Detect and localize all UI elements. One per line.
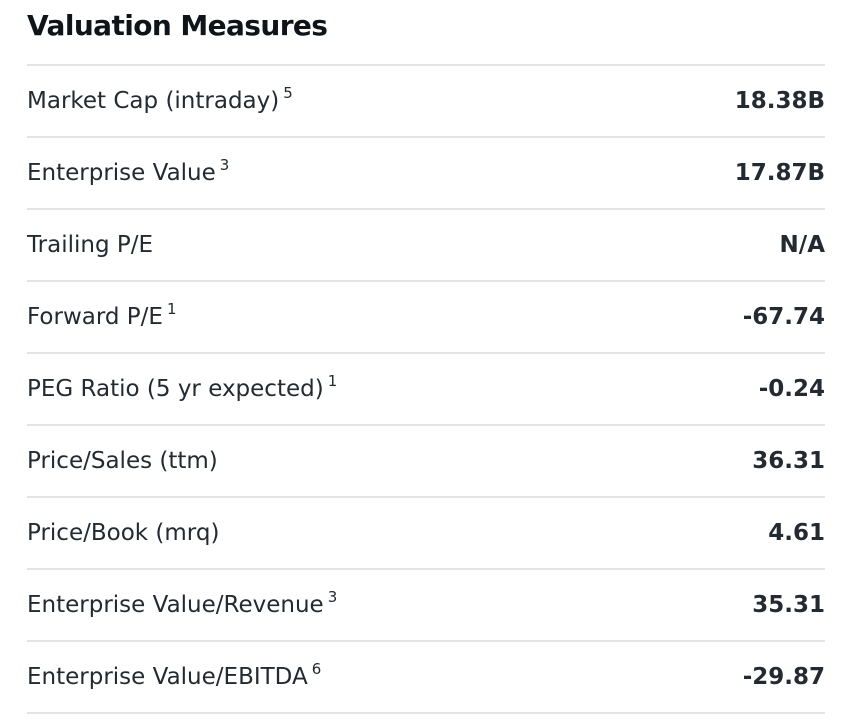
row-value: -29.87: [742, 664, 825, 690]
row-label: PEG Ratio (5 yr expected) 1: [27, 372, 337, 402]
table-row-enterprise-value: Enterprise Value 3 17.87B: [27, 138, 825, 210]
row-label: Price/Book (mrq): [27, 520, 219, 546]
row-label-text: Enterprise Value: [27, 160, 216, 186]
footnote-marker[interactable]: 1: [166, 300, 177, 318]
row-label-text: Enterprise Value/Revenue: [27, 592, 324, 618]
row-label: Enterprise Value 3: [27, 156, 229, 186]
section-title: Valuation Measures: [27, 9, 328, 42]
footnote-marker[interactable]: 5: [283, 84, 293, 102]
row-label-text: Market Cap (intraday): [27, 88, 280, 114]
table-row-market-cap: Market Cap (intraday) 5 18.38B: [27, 66, 825, 138]
row-value: 36.31: [752, 448, 825, 474]
footnote-marker[interactable]: 1: [327, 372, 338, 390]
footnote-marker[interactable]: 6: [311, 660, 322, 678]
table-row-ev-ebitda: Enterprise Value/EBITDA 6 -29.87: [27, 642, 825, 714]
table-row-price-sales: Price/Sales (ttm) 36.31: [27, 426, 825, 498]
row-value: 17.87B: [734, 160, 825, 186]
row-label-text: Trailing P/E: [27, 232, 154, 258]
table-row-price-book: Price/Book (mrq) 4.61: [27, 498, 825, 570]
row-value: N/A: [779, 232, 825, 258]
table-row-trailing-pe: Trailing P/E N/A: [27, 210, 825, 282]
row-value: 35.31: [752, 592, 825, 618]
table-row-ev-revenue: Enterprise Value/Revenue 3 35.31: [27, 570, 825, 642]
row-label: Forward P/E 1: [27, 300, 177, 330]
row-label-text: Price/Sales (ttm): [27, 448, 218, 474]
row-value: -0.24: [758, 376, 825, 402]
footnote-marker[interactable]: 3: [219, 156, 230, 174]
table-row-peg-ratio: PEG Ratio (5 yr expected) 1 -0.24: [27, 354, 825, 426]
footnote-marker[interactable]: 3: [327, 588, 338, 606]
row-value: -67.74: [742, 304, 825, 330]
row-label: Price/Sales (ttm): [27, 448, 218, 474]
row-value: 4.61: [768, 520, 825, 546]
row-label-text: Price/Book (mrq): [27, 520, 220, 546]
table-row-forward-pe: Forward P/E 1 -67.74: [27, 282, 825, 354]
row-label-text: Enterprise Value/EBITDA: [27, 664, 308, 690]
row-label-text: PEG Ratio (5 yr expected): [27, 376, 324, 402]
row-label: Enterprise Value/Revenue 3: [27, 588, 337, 618]
valuation-table: Market Cap (intraday) 5 18.38B Enterprise…: [27, 64, 825, 714]
row-value: 18.38B: [734, 88, 825, 114]
row-label-text: Forward P/E: [27, 304, 163, 330]
row-label: Market Cap (intraday) 5: [27, 84, 293, 114]
row-label: Enterprise Value/EBITDA 6: [27, 660, 321, 690]
row-label: Trailing P/E: [27, 232, 153, 258]
